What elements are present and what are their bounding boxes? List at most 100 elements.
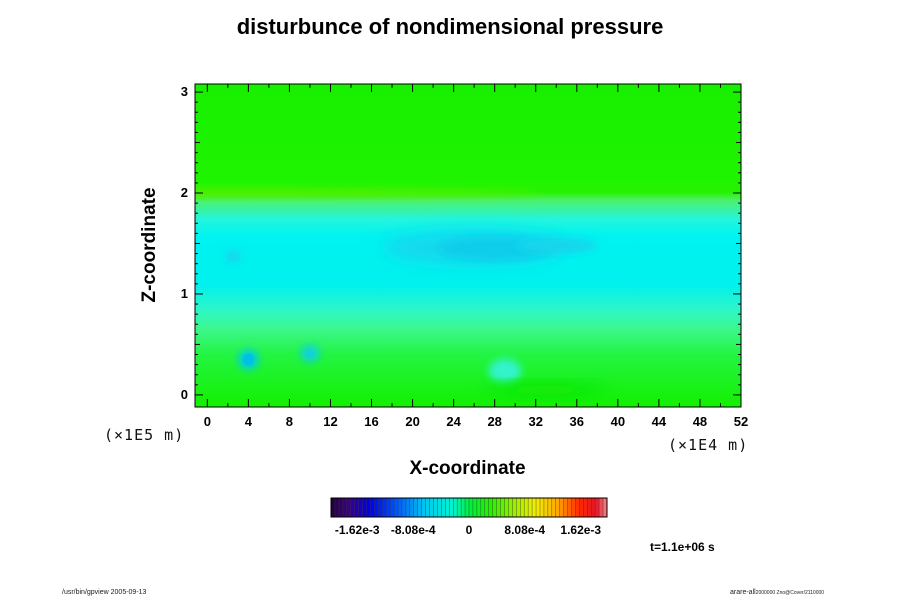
colorbar-cell (342, 498, 348, 517)
x-tick-label: 0 (203, 414, 211, 429)
time-label: t=1.1e+06 s (650, 540, 715, 554)
colorbar-cell (413, 498, 419, 517)
x-tick-label: 28 (487, 414, 502, 429)
x-tick-label: 24 (446, 414, 461, 429)
colorbar-cell (429, 498, 434, 517)
colorbar-cell (437, 498, 442, 517)
x-tick-label: 12 (323, 414, 338, 429)
colorbar-cell (409, 498, 415, 517)
colorbar-cell (338, 498, 344, 517)
y-unit-label: (×1E5 m) (104, 426, 185, 444)
colorbar-cell (508, 498, 513, 517)
x-tick-label: 36 (569, 414, 585, 429)
small-vortex-upper-left (224, 250, 242, 263)
colorbar-tick-label: 0 (465, 523, 473, 537)
colorbar-cell (551, 498, 557, 517)
colorbar-tick-label: -8.08e-4 (390, 523, 436, 537)
colorbar-cell (539, 498, 545, 517)
colorbar-cell (547, 498, 553, 517)
small-vortex-left-core (242, 353, 255, 366)
x-tick-label: 40 (610, 414, 626, 429)
colorbar-cell (441, 498, 446, 517)
colorbar-cell (374, 498, 379, 517)
colorbar-cell (358, 498, 363, 517)
small-vortex-mid (300, 345, 320, 362)
colorbar-cell (331, 498, 336, 517)
colorbar-cell (425, 498, 430, 517)
x-tick-label: 20 (405, 414, 420, 429)
x-axis-label: X-coordinate (409, 458, 526, 479)
colorbar (330, 497, 608, 518)
colorbar-cell (453, 498, 458, 517)
colorbar-cell (457, 498, 462, 517)
colorbar-cell (492, 498, 497, 517)
colorbar-cell (571, 498, 576, 517)
x-tick-label: 16 (364, 414, 379, 429)
colorbar-cell (543, 498, 549, 517)
colorbar-cell (563, 498, 568, 517)
colorbar-cell (469, 498, 474, 517)
upper-green-band (195, 188, 541, 198)
colorbar-cell (587, 498, 592, 517)
footer-file-name: arare-all (730, 589, 756, 596)
colorbar-cell (480, 498, 486, 517)
y-tick-label: 0 (180, 386, 188, 402)
x-tick-label: 4 (244, 414, 252, 429)
colorbar-cell (417, 498, 422, 517)
colorbar-cell (500, 498, 505, 517)
colorbar-cell (362, 498, 367, 517)
y-tick-label: 3 (180, 84, 188, 100)
colorbar-cell (449, 498, 454, 517)
x-tick-label: 44 (651, 414, 667, 429)
colorbar-cell (524, 498, 529, 517)
colorbar-cell (382, 498, 387, 517)
colorbar-cell (536, 498, 541, 517)
footer-file-suffix: 2000000 Zno@Cover/2110000 (755, 590, 825, 596)
x-tick-label: 32 (528, 414, 543, 429)
low-pressure-east-lobe (515, 237, 598, 254)
colorbar-cell (575, 498, 580, 517)
colorbar-cell (366, 498, 371, 517)
colorbar-cell (421, 498, 426, 517)
colorbar-cell (528, 498, 533, 517)
colorbar-cell (567, 498, 572, 517)
colorbar-cell (496, 498, 501, 517)
x-tick-label: 52 (733, 414, 749, 429)
colorbar-cell (465, 498, 470, 517)
colorbar-cell (433, 498, 438, 517)
colorbar-cell (398, 498, 403, 517)
colorbar-cell (484, 498, 490, 517)
colorbar-tick-label: 8.08e-4 (504, 523, 546, 537)
colorbar-cell (405, 498, 411, 517)
colorbar-cell (334, 498, 340, 517)
colorbar-cell (401, 498, 407, 517)
colorbar-cell (488, 498, 493, 517)
colorbar-cell (579, 498, 584, 517)
small-vortex-bottom (488, 358, 522, 383)
y-tick-label: 2 (180, 185, 188, 200)
lower-green-band (484, 383, 608, 396)
colorbar-cell (532, 498, 537, 517)
colorbar-cell (445, 498, 450, 517)
colorbar-cell (472, 498, 478, 517)
colorbar-cell (370, 498, 375, 517)
colorbar-frame (330, 497, 608, 518)
x-tick-label: 8 (285, 414, 294, 429)
x-unit-label: (×1E4 m) (668, 436, 749, 454)
colorbar-cell (599, 498, 604, 517)
colorbar-cell (603, 498, 608, 517)
colorbar-cell (583, 498, 588, 517)
colorbar-cell (386, 498, 391, 517)
x-tick-label: 48 (692, 414, 708, 429)
colorbar-cell (555, 498, 560, 517)
colorbar-cell (520, 498, 525, 517)
colorbar-cell (378, 498, 383, 517)
y-tick-label: 1 (180, 285, 188, 301)
colorbar-cell (350, 498, 355, 517)
colorbar-cell (390, 498, 395, 517)
colorbar-cell (591, 498, 596, 517)
colorbar-cell (346, 498, 352, 517)
colorbar-cell (512, 498, 517, 517)
colorbar-cell (504, 498, 509, 517)
